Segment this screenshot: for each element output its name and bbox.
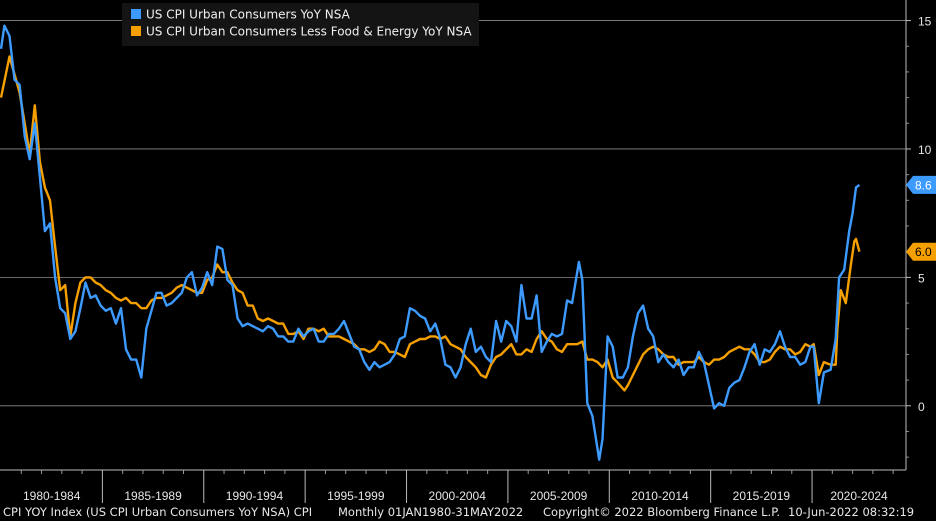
footer-copyright-text: Copyright© 2022 Bloomberg Finance L.P.: [543, 505, 780, 519]
legend: US CPI Urban Consumers YoY NSA US CPI Urb…: [122, 3, 479, 46]
series-lines: [0, 24, 861, 461]
y-tick-label: 10: [918, 143, 932, 157]
last-value-tag-bg: [906, 175, 936, 194]
series-line-cpi: [0, 24, 861, 461]
y-tick-label: 15: [918, 15, 932, 29]
y-tick-label: 5: [918, 271, 925, 285]
y-tick-label: 0: [918, 400, 925, 414]
footer-range-text: Monthly 01JAN1980-31MAY2022: [338, 505, 524, 519]
legend-swatch: [131, 26, 141, 36]
x-period-label: 2000-2004: [429, 489, 487, 503]
footer-timestamp-text: 10-Jun-2022 08:32:19: [788, 505, 915, 519]
x-period-label: 1980-1984: [23, 489, 81, 503]
x-period-label: 2005-2009: [530, 489, 588, 503]
x-period-label: 2020-2024: [830, 489, 888, 503]
x-period-label: 1990-1994: [226, 489, 284, 503]
legend-box: [122, 3, 479, 46]
footer-index-text: CPI YOY Index (US CPI Urban Consumers Yo…: [3, 505, 313, 519]
x-period-label: 2015-2019: [733, 489, 791, 503]
last-value-tag-bg: [906, 242, 936, 261]
last-value-tag-label: 6.0: [915, 245, 932, 259]
legend-label: US CPI Urban Consumers YoY NSA: [146, 8, 351, 22]
legend-swatch: [131, 9, 141, 19]
footer-bar: CPI YOY Index (US CPI Urban Consumers Yo…: [0, 503, 936, 521]
chart-svg: 0 5 10 15 8.6 6.0 1980-1984 1985-1989 1990-1994…: [0, 0, 936, 503]
x-period-label: 1995-1999: [327, 489, 385, 503]
legend-label: US CPI Urban Consumers Less Food & Energ…: [146, 25, 472, 39]
last-value-tag-cpi: 8.6: [906, 175, 936, 194]
y-axis: 0 5 10 15 8.6 6.0: [905, 0, 936, 470]
last-value-tag-label: 8.6: [915, 178, 932, 192]
x-period-label: 2010-2014: [631, 489, 689, 503]
x-axis: 1980-1984 1985-1989 1990-1994 1995-1999 2000…: [0, 469, 906, 503]
last-value-tag-core-cpi: 6.0: [906, 242, 936, 261]
x-period-label: 1985-1989: [124, 489, 182, 503]
